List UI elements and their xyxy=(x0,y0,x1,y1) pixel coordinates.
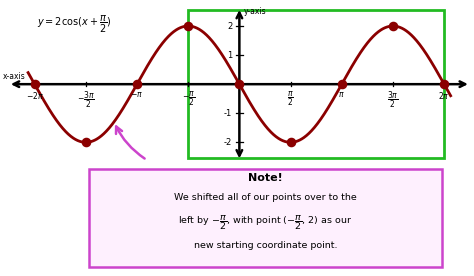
FancyBboxPatch shape xyxy=(89,169,442,267)
Text: -2: -2 xyxy=(224,138,232,147)
Point xyxy=(338,82,346,86)
Point xyxy=(82,140,90,145)
Text: 2: 2 xyxy=(227,22,232,31)
Text: x-axis: x-axis xyxy=(3,72,26,81)
Point xyxy=(31,82,38,86)
Point xyxy=(133,82,141,86)
Point xyxy=(389,24,397,28)
Text: $-\dfrac{\pi}{2}$: $-\dfrac{\pi}{2}$ xyxy=(182,90,195,108)
Point xyxy=(440,82,448,86)
Text: 1: 1 xyxy=(227,51,232,60)
Text: -1: -1 xyxy=(224,109,232,118)
Text: $-\pi$: $-\pi$ xyxy=(130,90,144,99)
Text: $y = 2\cos(x + \dfrac{\pi}{2})$: $y = 2\cos(x + \dfrac{\pi}{2})$ xyxy=(37,14,112,35)
Text: We shifted all of our points over to the: We shifted all of our points over to the xyxy=(174,193,357,202)
Text: $\dfrac{3\pi}{2}$: $\dfrac{3\pi}{2}$ xyxy=(387,90,399,110)
Text: new starting coordinate point.: new starting coordinate point. xyxy=(194,241,337,250)
Text: $2\pi$: $2\pi$ xyxy=(438,90,450,101)
Point xyxy=(287,140,294,145)
Point xyxy=(236,82,243,86)
Text: $\pi$: $\pi$ xyxy=(338,90,345,99)
Text: $\dfrac{\pi}{2}$: $\dfrac{\pi}{2}$ xyxy=(287,90,294,108)
Text: Note!: Note! xyxy=(248,173,283,183)
Text: left by $-\dfrac{\pi}{2}$, with point $(-\dfrac{\pi}{2}$, 2) as our: left by $-\dfrac{\pi}{2}$, with point $(… xyxy=(178,213,353,232)
Text: $-\dfrac{3\pi}{2}$: $-\dfrac{3\pi}{2}$ xyxy=(77,90,95,110)
Text: y-axis: y-axis xyxy=(243,7,266,16)
Bar xyxy=(188,10,444,158)
Point xyxy=(184,24,192,28)
Text: $-2\pi$: $-2\pi$ xyxy=(26,90,44,101)
